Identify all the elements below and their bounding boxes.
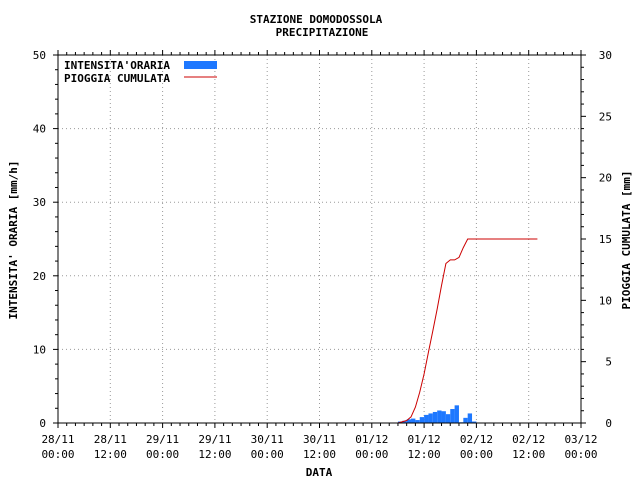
x-tick-label-time: 00:00: [564, 448, 597, 461]
intensity-bar: [428, 413, 433, 423]
x-tick-label-date: 29/11: [146, 433, 179, 446]
intensity-bar: [445, 414, 451, 423]
intensity-bar: [402, 420, 407, 423]
legend-label-intensity: INTENSITA'ORARIA: [64, 59, 170, 72]
y-right-tick-label: 5: [605, 356, 612, 369]
y-right-tick-label: 10: [599, 294, 612, 307]
x-tick-label-date: 02/12: [460, 433, 493, 446]
x-tick-label-time: 12:00: [303, 448, 336, 461]
x-tick-label-date: 02/12: [512, 433, 545, 446]
legend-label-cumulative: PIOGGIA CUMULATA: [64, 72, 170, 85]
y-left-tick-label: 10: [33, 343, 46, 356]
ticks-layer: 28/11 00:00 28/11 12:00 29/11 00:00 29/11 12:00…: [33, 49, 612, 461]
legend: INTENSITA'ORARIA PIOGGIA CUMULATA: [64, 59, 217, 85]
intensity-bar: [419, 417, 425, 423]
intensity-bar: [472, 421, 477, 423]
x-tick-label-date: 30/11: [303, 433, 336, 446]
intensity-bar: [463, 417, 468, 423]
x-tick-label-time: 12:00: [198, 448, 231, 461]
x-tick-label-time: 12:00: [512, 448, 545, 461]
y-left-tick-label: 50: [33, 49, 46, 62]
bars-layer: [397, 405, 477, 423]
x-tick-label-date: 03/12: [564, 433, 597, 446]
x-tick-label-date: 01/12: [408, 433, 441, 446]
intensity-bar: [432, 411, 438, 423]
y-axis-left-label: INTENSITA' ORARIA [mm/h]: [7, 161, 20, 320]
cumulative-line: [397, 238, 538, 424]
y-right-tick-label: 15: [599, 233, 612, 246]
x-tick-label-date: 28/11: [41, 433, 74, 446]
x-axis-label: DATA: [306, 466, 333, 479]
x-tick-label-time: 00:00: [146, 448, 179, 461]
intensity-bar: [467, 413, 473, 423]
y-left-tick-label: 0: [39, 417, 46, 430]
x-tick-label-time: 12:00: [94, 448, 127, 461]
y-right-tick-label: 0: [605, 417, 612, 430]
x-tick-label-date: 30/11: [251, 433, 284, 446]
y-right-tick-label: 20: [599, 172, 612, 185]
x-tick-label-time: 00:00: [460, 448, 493, 461]
intensity-bar: [406, 419, 412, 423]
legend-swatch-intensity: [184, 61, 217, 69]
intensity-bar: [415, 420, 420, 423]
y-left-tick-label: 20: [33, 270, 46, 283]
chart-subtitle: PRECIPITAZIONE: [276, 26, 369, 39]
y-right-tick-label: 30: [599, 49, 612, 62]
y-axis-right-label: PIOGGIA CUMULATA [mm]: [620, 170, 633, 309]
chart-title: STAZIONE DOMODOSSOLA: [250, 13, 383, 26]
x-tick-label-time: 00:00: [41, 448, 74, 461]
x-tick-label-time: 00:00: [251, 448, 284, 461]
intensity-bar: [437, 410, 442, 423]
x-tick-label-date: 01/12: [355, 433, 388, 446]
x-tick-label-time: 00:00: [355, 448, 388, 461]
y-right-tick-label: 25: [599, 110, 612, 123]
y-left-tick-label: 30: [33, 196, 46, 209]
x-tick-label-time: 12:00: [408, 448, 441, 461]
intensity-bar: [450, 409, 455, 423]
x-tick-label-date: 28/11: [94, 433, 127, 446]
line-layer: [397, 238, 538, 424]
intensity-bar: [411, 418, 416, 423]
intensity-bar: [441, 411, 446, 423]
y-left-tick-label: 40: [33, 123, 46, 136]
intensity-bar: [454, 405, 459, 423]
intensity-bar: [424, 414, 429, 423]
x-tick-label-date: 29/11: [198, 433, 231, 446]
